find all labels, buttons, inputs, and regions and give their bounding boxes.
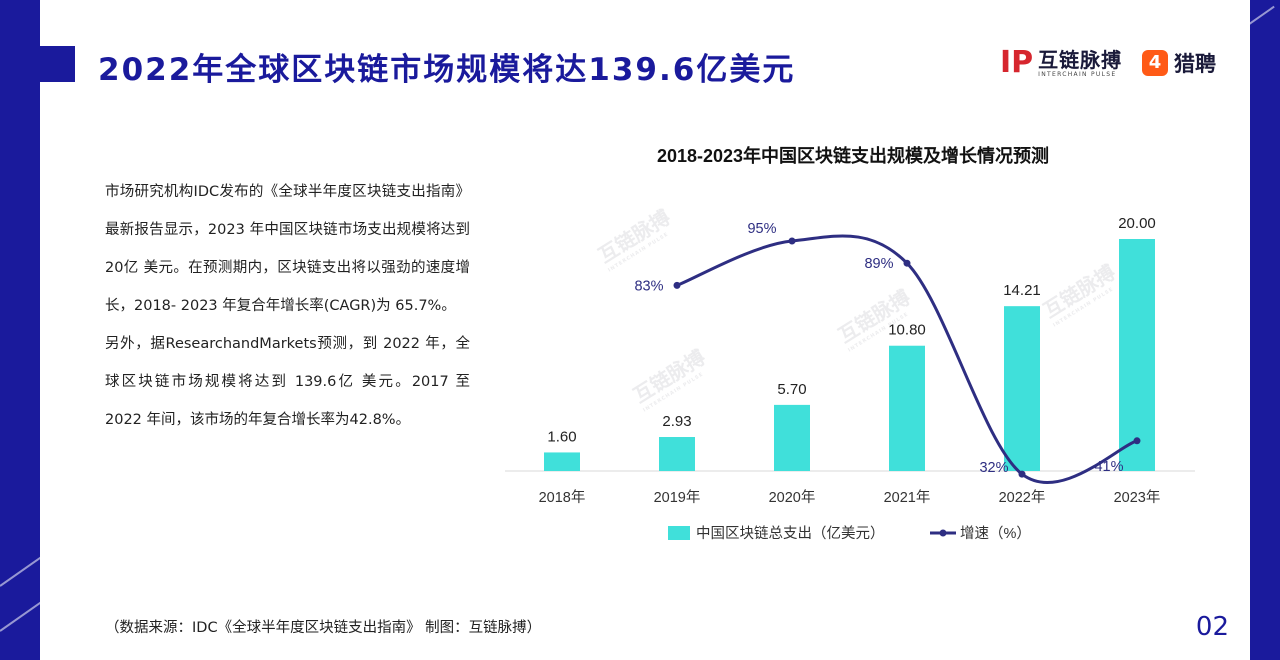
- growth-line-group: 83% 95% 89% 32% 41%: [634, 221, 1141, 484]
- bar-data-label: 20.00: [1118, 215, 1156, 232]
- chart-title: 2018-2023年中国区块链支出规模及增长情况预测: [657, 145, 1049, 166]
- bars-group: 1.60 2.93 5.70 10.80 14.21 20.00: [544, 215, 1156, 471]
- growth-point: [1133, 437, 1141, 445]
- legend: 中国区块链总支出（亿美元） 增速（%）: [668, 525, 1031, 542]
- x-tick-label: 2020年: [769, 489, 816, 506]
- growth-point: [788, 237, 796, 245]
- legend-bar-label: 中国区块链总支出（亿美元）: [696, 525, 885, 542]
- growth-point: [903, 259, 911, 267]
- bar-data-label: 1.60: [547, 428, 576, 445]
- liepin-logo-icon: 4: [1142, 50, 1168, 76]
- page-number: 02: [1195, 612, 1229, 642]
- bar-data-label: 2.93: [662, 413, 691, 430]
- interchain-pulse-logo: IP 互链脉搏 INTERCHAIN PULSE: [1000, 48, 1122, 78]
- slide: 2022年全球区块链市场规模将达139.6亿美元 IP 互链脉搏 INTERCH…: [40, 0, 1250, 660]
- growth-data-label: 89%: [864, 256, 893, 272]
- bar: [889, 345, 925, 471]
- x-tick-label: 2021年: [884, 489, 931, 506]
- body-paragraph: 另外，据ResearchandMarkets预测，到 2022 年，全球区块链市…: [105, 336, 470, 428]
- body-paragraph: 市场研究机构IDC发布的《全球半年度区块链支出指南》最新报告显示，2023 年中…: [105, 184, 470, 314]
- growth-data-label: 95%: [747, 221, 776, 237]
- x-tick-label: 2018年: [539, 489, 586, 506]
- interchain-pulse-logo-icon: IP: [1000, 45, 1034, 80]
- bar: [1119, 239, 1155, 471]
- liepin-logo: 4 猎聘: [1142, 48, 1216, 78]
- x-tick-label: 2019年: [654, 489, 701, 506]
- legend-line-marker: [939, 529, 947, 537]
- blockchain-spending-chart: 2018-2023年中国区块链支出规模及增长情况预测 1.602.935.701…: [505, 145, 1195, 542]
- x-tick-label: 2023年: [1114, 489, 1161, 506]
- page-title: 2022年全球区块链市场规模将达139.6亿美元: [98, 52, 796, 88]
- bar-data-label: 10.80: [888, 322, 926, 339]
- bar: [774, 404, 810, 471]
- x-axis-ticks: 2018年 2019年 2020年 2021年 2022年 2023年: [539, 489, 1161, 506]
- bar-data-label: 5.70: [777, 381, 806, 398]
- title-accent-bar: [40, 46, 75, 82]
- growth-point: [1018, 470, 1026, 478]
- liepin-logo-name: 猎聘: [1174, 52, 1216, 76]
- bar: [544, 452, 580, 471]
- growth-point: [673, 281, 681, 289]
- bar: [1004, 306, 1040, 471]
- growth-data-label: 41%: [1094, 459, 1123, 475]
- growth-data-label: 32%: [979, 460, 1008, 476]
- data-source-note: （数据来源：IDC《全球半年度区块链支出指南》 制图：互链脉搏）: [105, 620, 542, 636]
- bar: [659, 437, 695, 471]
- interchain-pulse-logo-subtitle: INTERCHAIN PULSE: [1038, 70, 1117, 78]
- x-tick-label: 2022年: [999, 489, 1046, 506]
- legend-line-label: 增速（%）: [960, 525, 1031, 542]
- interchain-pulse-logo-name: 互链脉搏: [1038, 47, 1123, 72]
- legend-bar-swatch: [668, 526, 690, 540]
- body-text: 市场研究机构IDC发布的《全球半年度区块链支出指南》最新报告显示，2023 年中…: [105, 173, 470, 439]
- bar-data-label: 14.21: [1003, 282, 1041, 299]
- growth-line: [676, 234, 1138, 484]
- growth-data-label: 83%: [634, 278, 663, 294]
